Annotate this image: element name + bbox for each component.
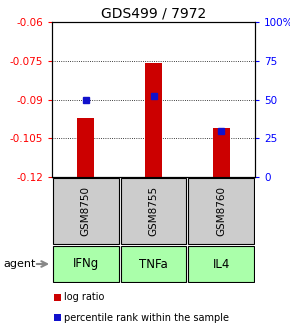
Text: log ratio: log ratio bbox=[64, 293, 104, 302]
Bar bbox=[54, 314, 61, 321]
Title: GDS499 / 7972: GDS499 / 7972 bbox=[101, 7, 206, 21]
Bar bbox=[77, 118, 94, 177]
Bar bbox=[188, 246, 254, 282]
Text: IFNg: IFNg bbox=[73, 257, 99, 270]
Text: GSM8750: GSM8750 bbox=[81, 186, 91, 236]
Text: GSM8755: GSM8755 bbox=[148, 186, 159, 236]
Bar bbox=[121, 178, 186, 244]
Text: agent: agent bbox=[3, 259, 35, 269]
Text: IL4: IL4 bbox=[213, 257, 230, 270]
Bar bbox=[213, 128, 230, 177]
Text: percentile rank within the sample: percentile rank within the sample bbox=[64, 313, 229, 323]
Text: GSM8760: GSM8760 bbox=[216, 186, 226, 236]
Bar bbox=[145, 63, 162, 177]
Bar bbox=[53, 246, 119, 282]
Bar bbox=[54, 294, 61, 301]
Bar bbox=[53, 178, 119, 244]
Bar bbox=[121, 246, 186, 282]
Bar bbox=[188, 178, 254, 244]
Text: TNFa: TNFa bbox=[139, 257, 168, 270]
